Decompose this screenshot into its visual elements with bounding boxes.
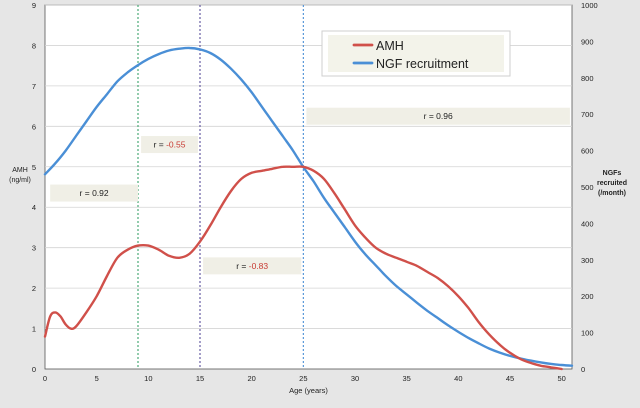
y-left-tick-label: 6: [32, 122, 36, 131]
ngf-series-line: [43, 46, 574, 367]
correlation-value: -0.55: [166, 140, 186, 150]
y-left-axis-label: AMH: [12, 167, 28, 174]
x-tick-label: 30: [351, 374, 359, 383]
y-right-tick-label: 100: [581, 329, 594, 338]
y-right-tick-label: 600: [581, 147, 594, 156]
y-left-tick-label: 0: [32, 365, 36, 374]
y-left-tick-label: 3: [32, 244, 36, 253]
legend-entry-label: AMH: [376, 39, 404, 53]
x-axis-label: Age (years): [289, 386, 328, 395]
y-left-tick-label: 4: [32, 203, 36, 212]
y-left-tick-label: 5: [32, 163, 36, 172]
x-tick-label: 20: [247, 374, 255, 383]
y-left-axis-label: (ng/ml): [9, 177, 31, 184]
y-left-tick-label: 2: [32, 284, 36, 293]
y-right-tick-label: 400: [581, 219, 594, 228]
y-left-tick-label: 8: [32, 41, 36, 50]
correlation-label: r = 0.92: [80, 188, 109, 198]
y-right-tick-label: 800: [581, 74, 594, 83]
x-tick-label: 25: [299, 374, 307, 383]
correlation-box: [306, 107, 570, 125]
x-tick-label: 10: [144, 374, 152, 383]
y-right-tick-label: 500: [581, 183, 594, 192]
y-right-tick-label: 300: [581, 256, 594, 265]
x-tick-label: 45: [506, 374, 514, 383]
y-left-tick-label: 9: [32, 1, 36, 10]
correlation-label: r = 0.96: [424, 111, 453, 121]
x-tick-label: 50: [557, 374, 565, 383]
y-right-axis-label: recruited: [597, 180, 627, 187]
y-right-axis-label: (/month): [598, 190, 626, 197]
correlation-prefix: r =: [236, 261, 249, 271]
correlation-prefix: r =: [424, 111, 437, 121]
correlation-value: 0.96: [436, 111, 453, 121]
y-right-tick-label: 1000: [581, 1, 598, 10]
x-tick-label: 5: [95, 374, 99, 383]
y-right-tick-label: 0: [581, 365, 585, 374]
x-tick-label: 35: [402, 374, 410, 383]
correlation-box: [203, 257, 302, 275]
y-left-tick-label: 7: [32, 82, 36, 91]
correlation-prefix: r =: [154, 140, 167, 150]
x-tick-label: 0: [43, 374, 47, 383]
correlation-prefix: r =: [80, 188, 93, 198]
correlation-value: -0.83: [249, 261, 269, 271]
correlation-label: r = -0.55: [154, 140, 186, 150]
legend-entry-label: NGF recruitment: [376, 57, 469, 71]
x-tick-label: 15: [196, 374, 204, 383]
x-tick-label: 40: [454, 374, 462, 383]
y-left-tick-label: 1: [32, 325, 36, 334]
correlation-box: [141, 136, 198, 154]
y-right-tick-label: 200: [581, 292, 594, 301]
correlation-value: 0.92: [92, 188, 109, 198]
amh-series-line: [43, 165, 563, 371]
y-right-tick-label: 700: [581, 110, 594, 119]
correlation-label: r = -0.83: [236, 261, 268, 271]
y-right-tick-label: 900: [581, 37, 594, 46]
legend-inner: [328, 35, 504, 72]
y-right-axis-label: NGFs: [603, 170, 622, 177]
correlation-box: [50, 184, 138, 202]
